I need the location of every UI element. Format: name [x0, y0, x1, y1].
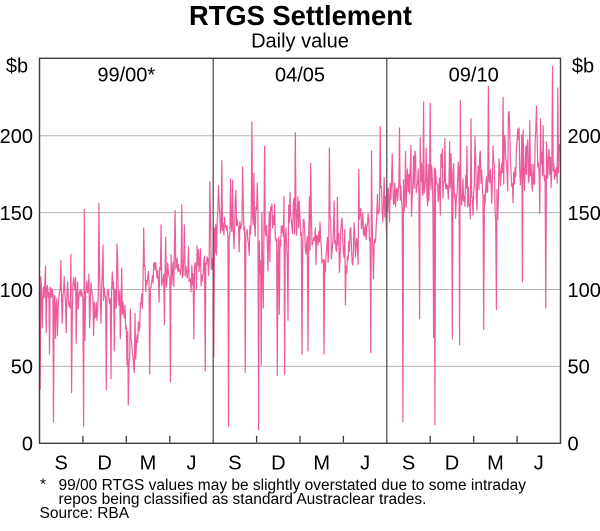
svg-text:99/00 RTGS values may be sligh: 99/00 RTGS values may be slightly overst…	[59, 477, 527, 494]
svg-text:M: M	[140, 452, 157, 474]
svg-text:Daily value: Daily value	[251, 31, 349, 53]
svg-text:J: J	[187, 452, 197, 474]
svg-text:D: D	[445, 452, 459, 474]
svg-text:D: D	[271, 452, 285, 474]
svg-text:100: 100	[568, 280, 600, 302]
svg-text:100: 100	[0, 280, 33, 302]
svg-text:200: 200	[0, 126, 33, 148]
svg-text:S: S	[228, 452, 241, 474]
svg-text:50: 50	[568, 357, 590, 379]
svg-text:150: 150	[568, 203, 600, 225]
svg-text:RTGS Settlement: RTGS Settlement	[189, 0, 412, 31]
svg-text:J: J	[360, 452, 370, 474]
svg-text:50: 50	[11, 357, 33, 379]
svg-text:*: *	[40, 477, 46, 494]
svg-text:J: J	[534, 452, 544, 474]
svg-text:S: S	[402, 452, 415, 474]
svg-text:0: 0	[22, 434, 33, 456]
svg-text:0: 0	[568, 434, 579, 456]
svg-text:200: 200	[568, 126, 600, 148]
svg-text:150: 150	[0, 203, 33, 225]
svg-text:99/00*: 99/00*	[97, 65, 155, 87]
svg-text:D: D	[97, 452, 111, 474]
svg-text:repos being classified as stan: repos being classified as standard Austr…	[59, 491, 427, 508]
svg-text:M: M	[313, 452, 330, 474]
svg-text:$b: $b	[572, 56, 594, 78]
svg-text:S: S	[55, 452, 68, 474]
svg-text:04/05: 04/05	[275, 65, 325, 87]
svg-text:09/10: 09/10	[449, 65, 499, 87]
svg-text:Source: RBA: Source: RBA	[40, 505, 130, 522]
svg-text:M: M	[487, 452, 504, 474]
svg-text:$b: $b	[6, 56, 28, 78]
